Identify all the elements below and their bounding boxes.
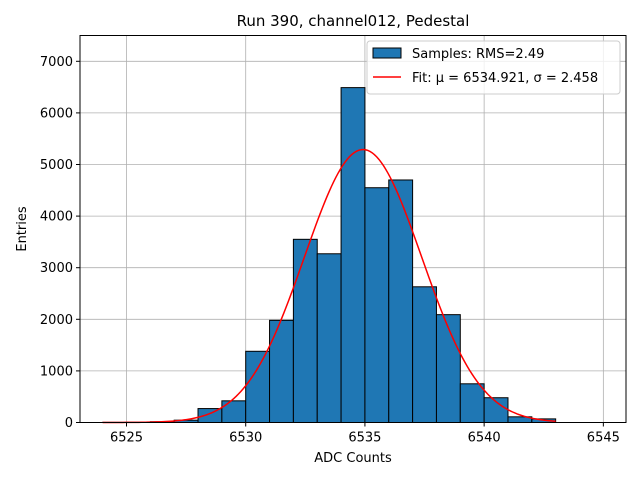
- legend-histogram-swatch: [372, 47, 402, 59]
- histogram-bar: [197, 408, 223, 423]
- y-tick-label: 4000: [40, 210, 73, 225]
- histogram-bar: [292, 238, 318, 423]
- x-tick-label: 6545: [587, 431, 620, 446]
- legend-fit-label: Fit: μ = 6534.921, σ = 2.458: [412, 71, 598, 86]
- x-tick-label: 6525: [110, 431, 143, 446]
- fit-curve-layer: [102, 148, 556, 424]
- legend-histogram-label: Samples: RMS=2.49: [412, 47, 544, 62]
- histogram-bars: [102, 87, 557, 424]
- y-tick-label: 0: [65, 416, 73, 431]
- y-tick-label: 6000: [40, 106, 73, 121]
- y-tick-label: 1000: [40, 364, 73, 379]
- histogram-bar: [316, 253, 342, 423]
- histogram-bar: [340, 87, 366, 423]
- plot-frame: [79, 35, 627, 423]
- histogram-bar: [221, 400, 247, 424]
- y-tick-label: 7000: [40, 55, 73, 70]
- histogram-bar: [245, 350, 271, 423]
- histogram-bar: [412, 286, 437, 423]
- x-tick-label: 6530: [229, 431, 262, 446]
- x-tick-label: 6540: [468, 431, 501, 446]
- histogram-bar: [459, 383, 485, 423]
- y-tick-label: 2000: [40, 313, 73, 328]
- y-axis-ticks: 0 1000 2000 3000 4000 5000 6000 7000: [40, 55, 80, 431]
- legend: Samples: RMS=2.49 Fit: μ = 6534.921, σ =…: [366, 40, 621, 95]
- histogram-bar: [269, 319, 294, 423]
- histogram-bar: [435, 314, 461, 424]
- x-axis-label: ADC Counts: [314, 451, 392, 466]
- histogram-bar: [364, 187, 390, 423]
- y-tick-label: 3000: [40, 261, 73, 276]
- fit-curve: [102, 148, 556, 424]
- x-tick-label: 6535: [348, 431, 381, 446]
- chart-title: Run 390, channel012, Pedestal: [237, 12, 470, 30]
- y-tick-label: 5000: [40, 158, 73, 173]
- x-axis-ticks: 6525 6530 6535 6540 6545: [110, 422, 620, 446]
- histogram-bar: [388, 179, 414, 423]
- y-axis-label: Entries: [15, 206, 30, 252]
- legend-box: [366, 40, 621, 95]
